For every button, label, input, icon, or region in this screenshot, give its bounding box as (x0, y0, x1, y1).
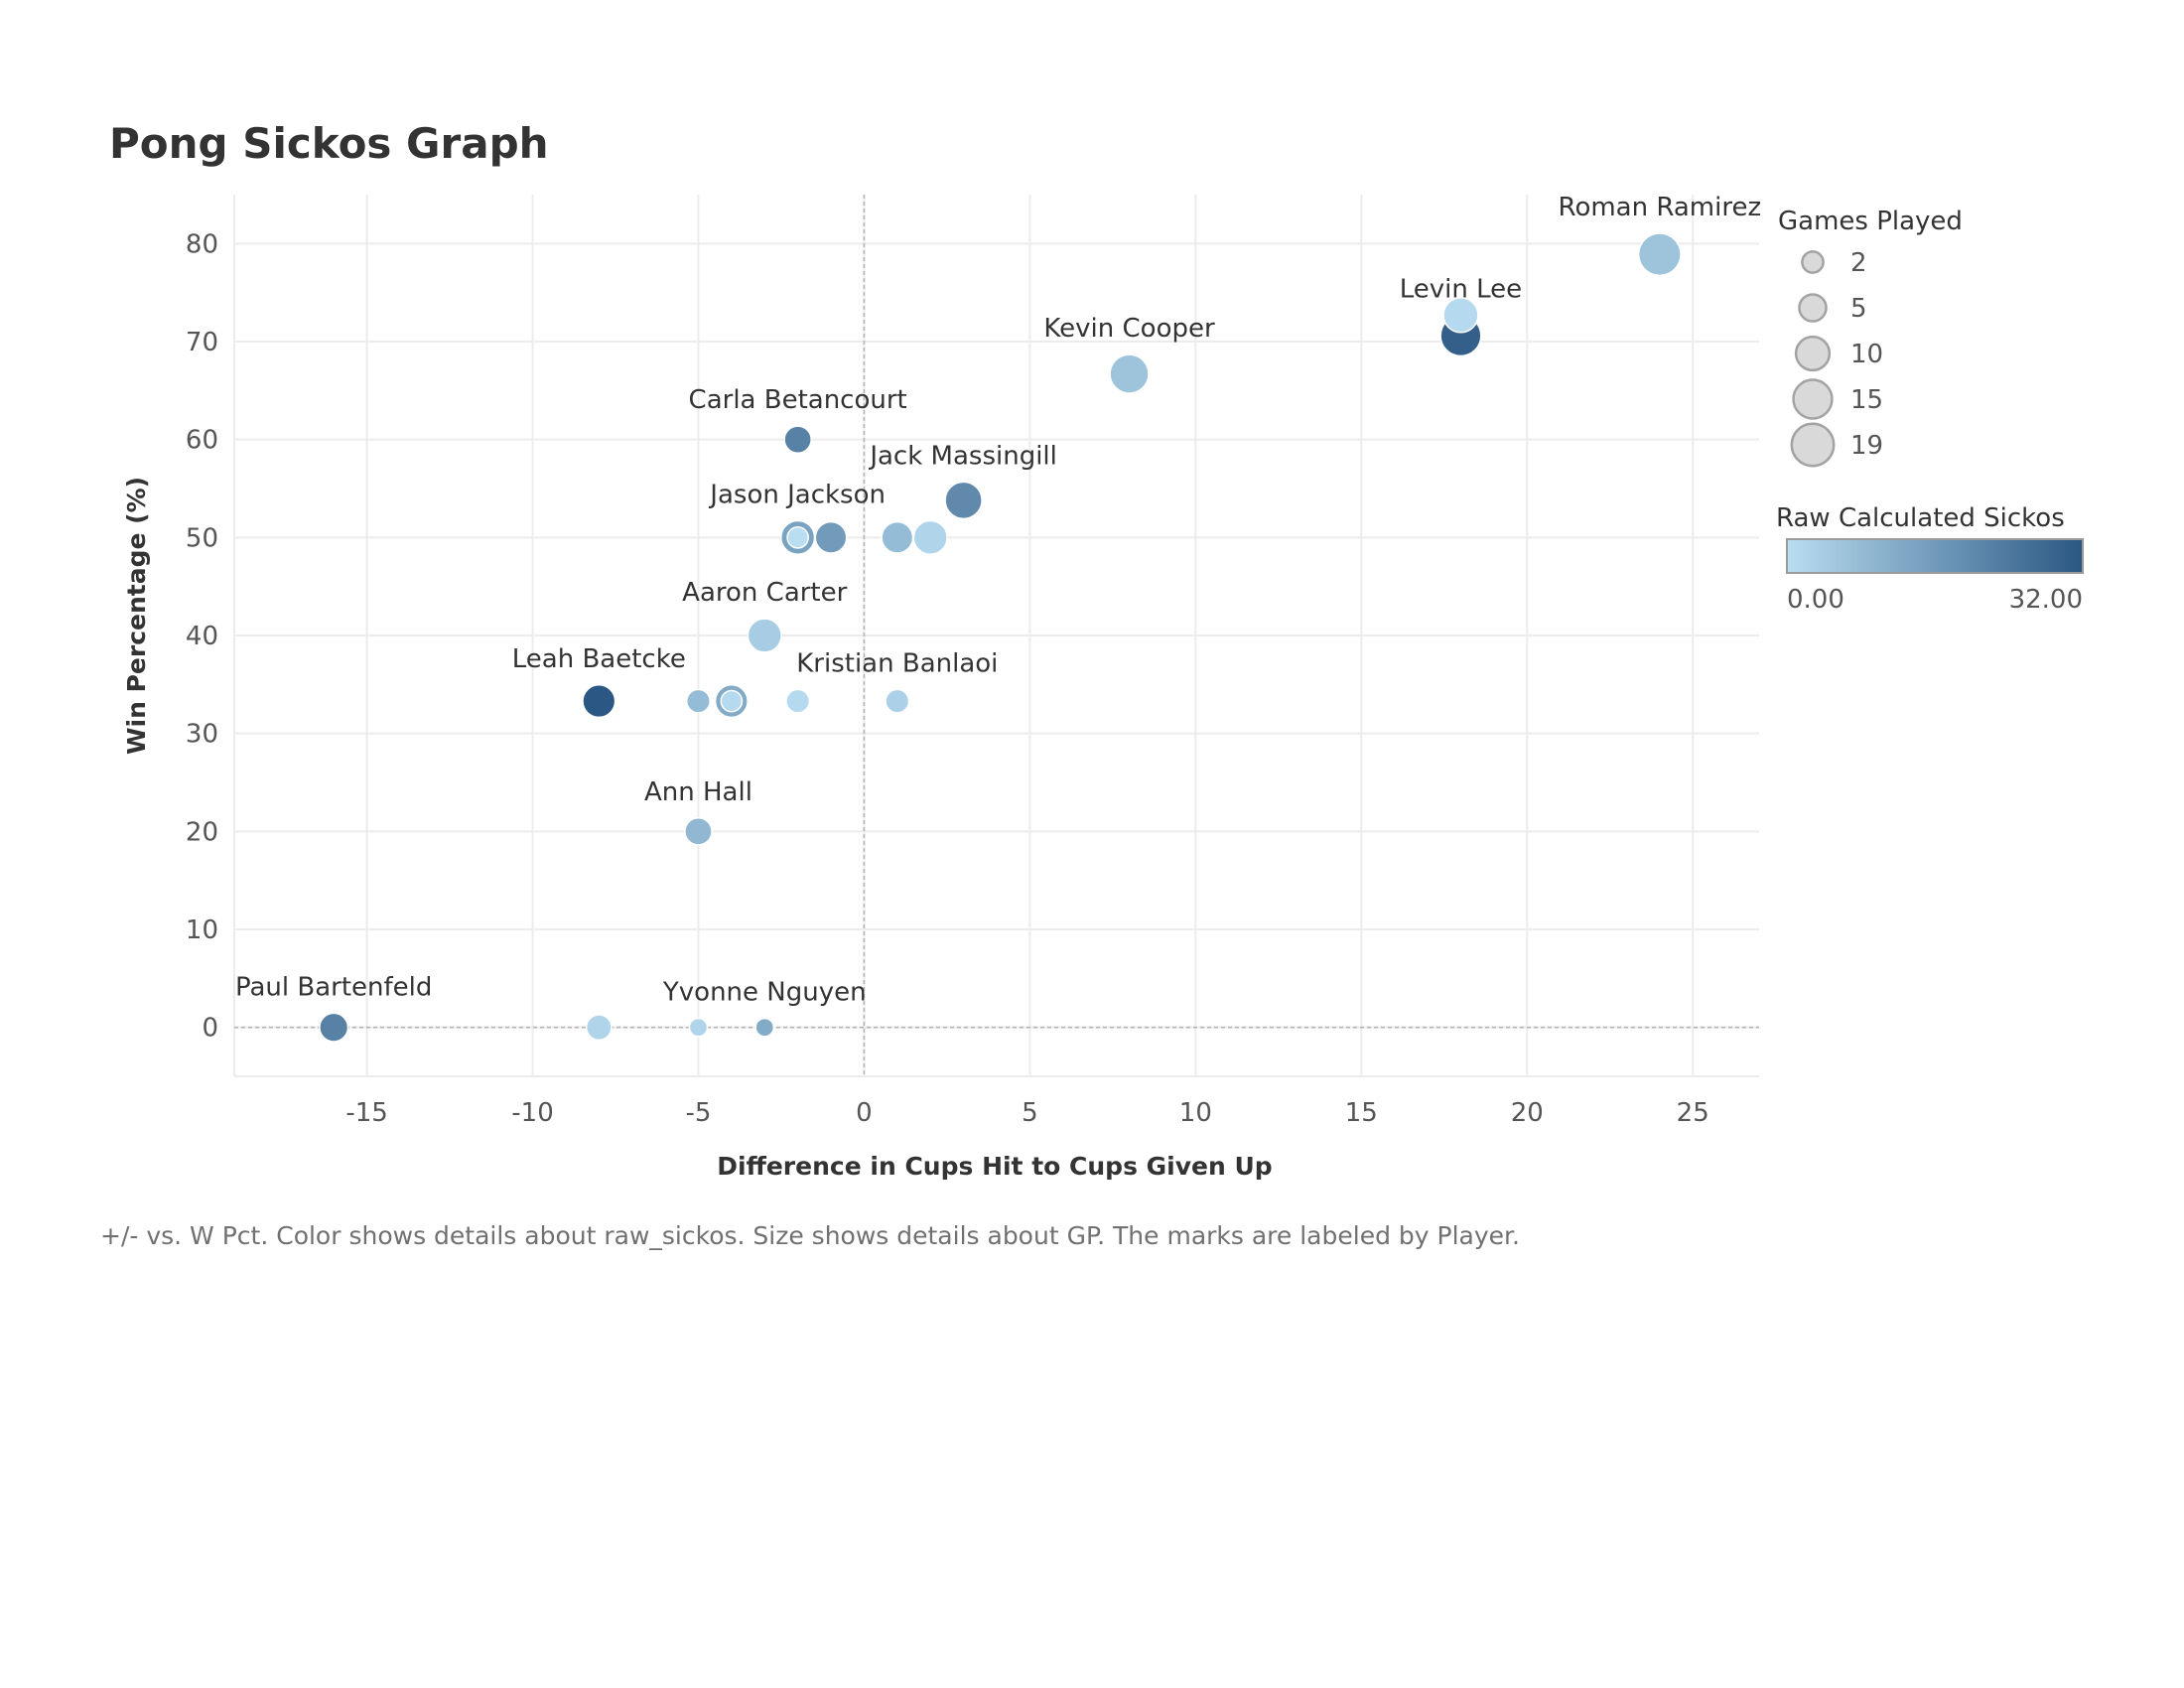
y-tick-label: 60 (186, 426, 218, 456)
x-tick-label: -10 (511, 1098, 553, 1128)
size-legend: 2 5 10 15 19 (1790, 248, 1883, 468)
y-tick-label: 70 (186, 328, 218, 357)
data-point[interactable] (944, 481, 983, 520)
data-points (319, 232, 1682, 1043)
color-legend-min: 0.00 (1787, 585, 1844, 615)
color-legend-title: Raw Calculated Sickos (1776, 503, 2065, 533)
data-point[interactable] (319, 1012, 349, 1043)
color-legend-ramp (1786, 538, 2084, 574)
data-point[interactable] (881, 520, 914, 554)
data-point[interactable] (685, 688, 711, 714)
size-legend-label: 2 (1850, 248, 1867, 278)
x-axis-title: Difference in Cups Hit to Cups Given Up (717, 1152, 1272, 1181)
data-point[interactable] (720, 689, 744, 713)
gridlines (233, 195, 1759, 1077)
x-tick-label: 20 (1511, 1098, 1544, 1128)
x-tick-label: 5 (1022, 1098, 1038, 1128)
data-point[interactable] (688, 1017, 709, 1038)
data-point[interactable] (1442, 297, 1479, 334)
size-legend-swatch (1790, 422, 1836, 468)
data-point[interactable] (783, 425, 812, 454)
data-point[interactable] (1637, 232, 1682, 277)
axes: Difference in Cups Hit to Cups Given Up … (122, 229, 1709, 1181)
point-label: Jason Jackson (708, 480, 886, 509)
data-point[interactable] (786, 525, 809, 549)
point-label: Kevin Cooper (1043, 314, 1215, 344)
y-tick-label: 10 (186, 915, 218, 945)
point-label: Aaron Carter (682, 578, 847, 608)
data-point[interactable] (885, 688, 910, 714)
x-tick-label: 15 (1345, 1098, 1378, 1128)
x-tick-label: -5 (686, 1098, 712, 1128)
point-label: Kristian Banlaoi (796, 648, 998, 678)
size-legend-label: 10 (1850, 340, 1883, 369)
data-point[interactable] (1109, 353, 1150, 394)
point-label: Carla Betancourt (689, 385, 907, 415)
size-legend-swatch (1792, 378, 1834, 420)
data-point[interactable] (747, 618, 782, 653)
size-legend-swatch (1794, 335, 1832, 372)
mark-labels: Roman Ramirez Levin Lee Kevin Cooper Carla … (235, 193, 1761, 1008)
reference-lines (234, 195, 1759, 1076)
chart-title: Pong Sickos Graph (109, 119, 549, 168)
point-label: Roman Ramirez (1559, 193, 1762, 222)
size-legend-label: 19 (1850, 431, 1883, 461)
data-point[interactable] (585, 1014, 613, 1042)
point-label: Ann Hall (644, 777, 752, 807)
y-axis-title: Win Percentage (%) (122, 477, 151, 755)
data-point[interactable] (814, 520, 848, 554)
x-tick-label: 0 (856, 1098, 873, 1128)
size-legend-label: 15 (1850, 385, 1883, 415)
size-legend-swatch (1801, 250, 1825, 274)
y-tick-label: 50 (186, 523, 218, 553)
point-label: Paul Bartenfeld (235, 972, 432, 1002)
size-legend-swatch (1798, 293, 1828, 323)
y-tick-label: 30 (186, 720, 218, 750)
color-legend-max: 32.00 (2009, 585, 2083, 615)
data-point[interactable] (785, 688, 811, 714)
size-legend-label: 5 (1850, 294, 1867, 324)
point-label: Yvonne Nguyen (662, 978, 867, 1008)
data-point[interactable] (754, 1017, 775, 1038)
x-tick-label: 25 (1677, 1098, 1709, 1128)
x-tick-label: 10 (1179, 1098, 1212, 1128)
point-label: Leah Baetcke (512, 644, 686, 674)
y-tick-label: 40 (186, 622, 218, 651)
data-point[interactable] (684, 817, 713, 846)
y-tick-label: 0 (202, 1014, 218, 1044)
y-tick-label: 80 (186, 229, 218, 259)
chart-caption: +/- vs. W Pct. Color shows details about… (100, 1221, 1520, 1250)
legend: Games Played 2 5 10 15 19 Raw Calculated Sic… (1776, 207, 2084, 615)
data-point[interactable] (912, 519, 948, 555)
y-tick-label: 20 (186, 817, 218, 847)
x-tick-label: -15 (345, 1098, 387, 1128)
point-label: Jack Massingill (868, 441, 1057, 471)
size-legend-title: Games Played (1778, 207, 1963, 236)
point-label: Levin Lee (1400, 275, 1522, 305)
data-point[interactable] (582, 684, 616, 719)
